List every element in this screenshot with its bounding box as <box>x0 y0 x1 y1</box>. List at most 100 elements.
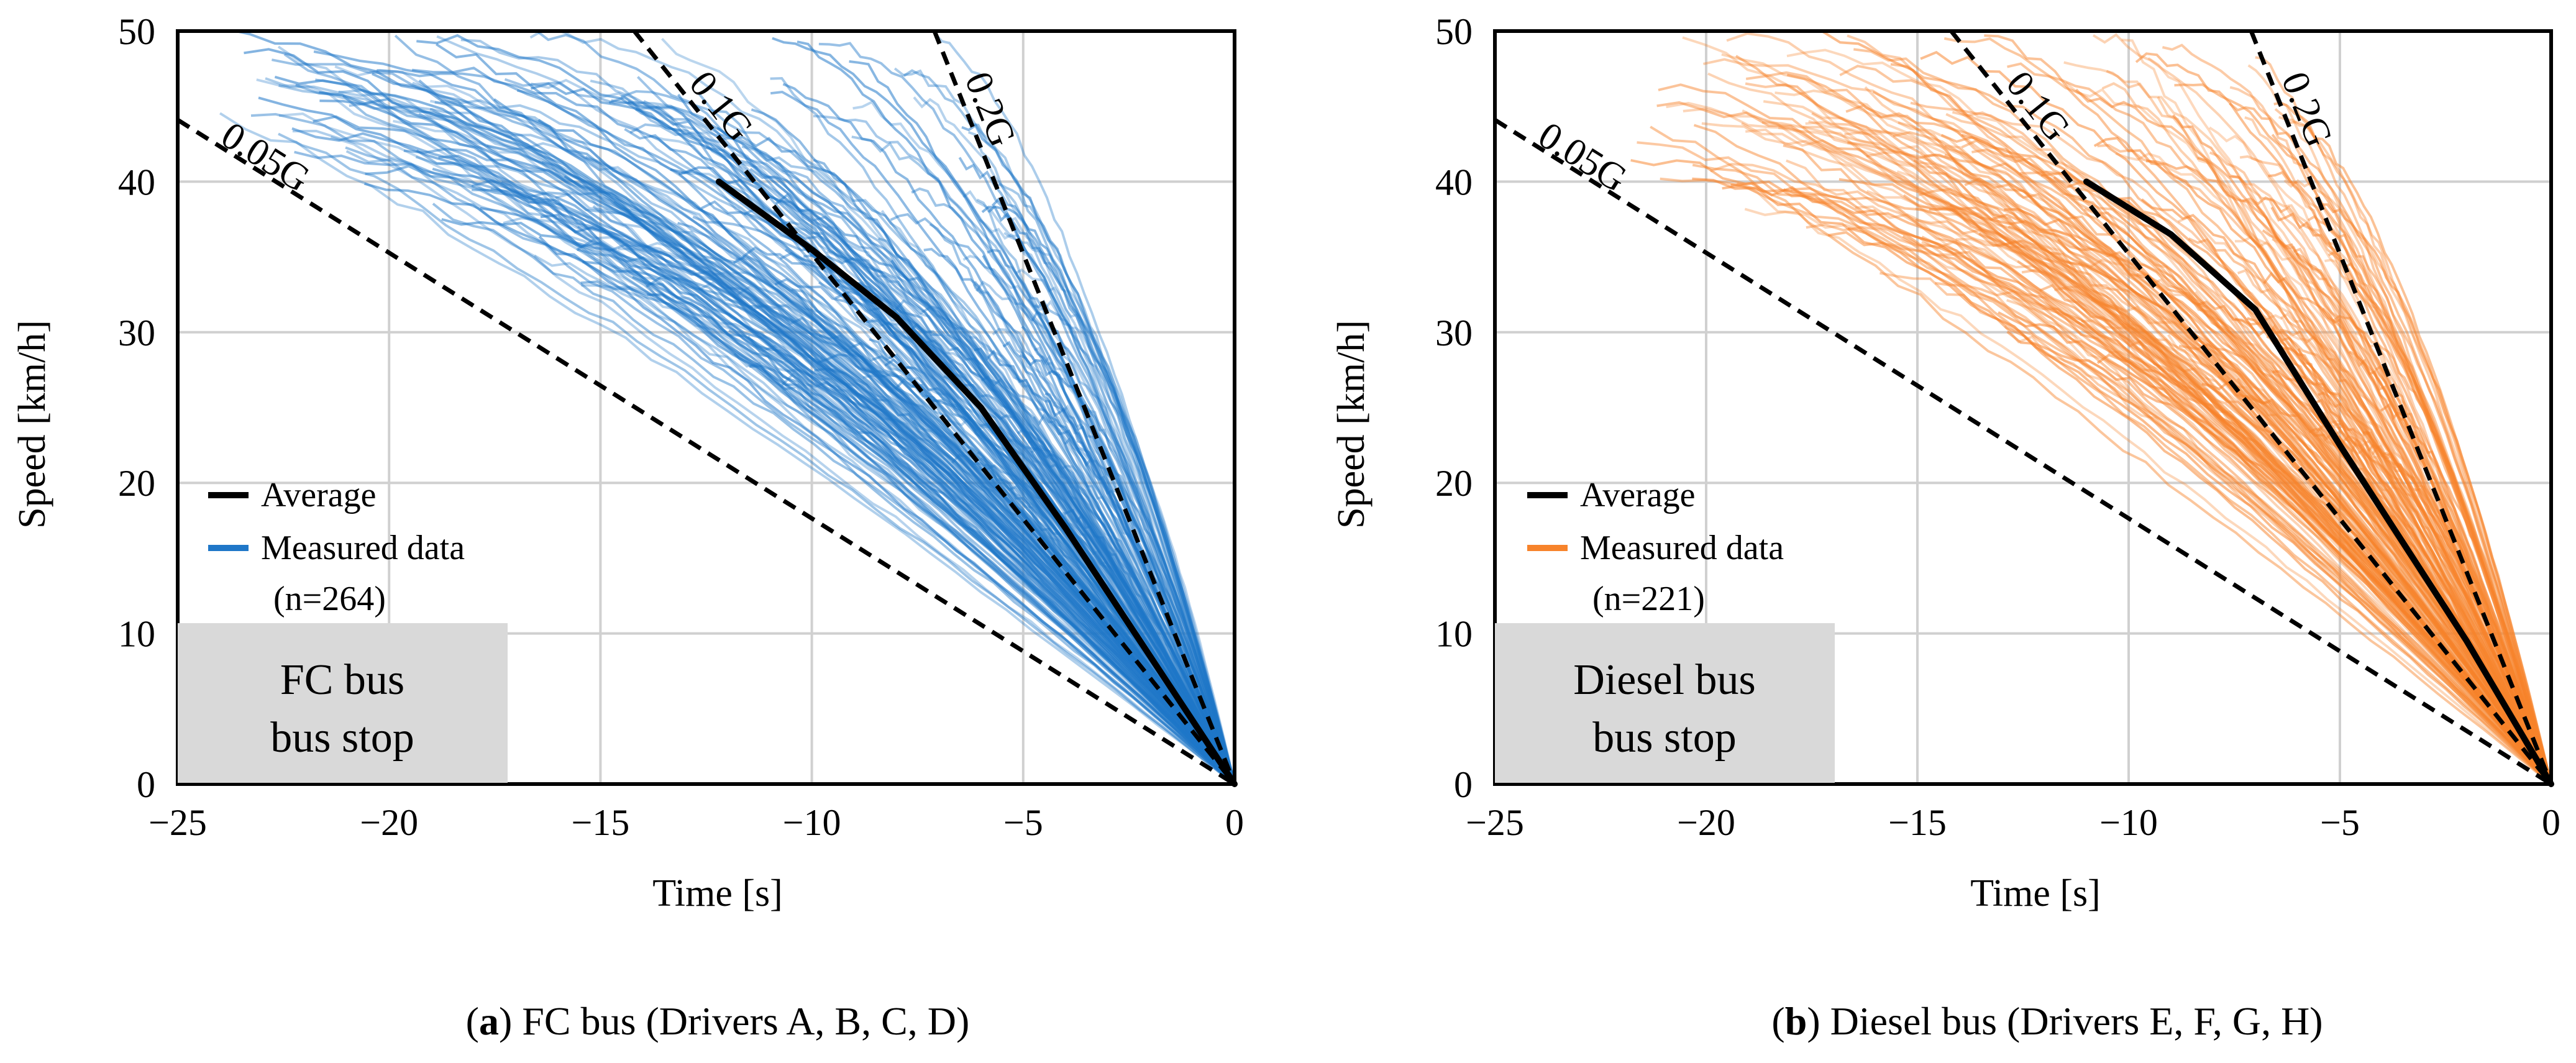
measured-trace <box>1847 34 2551 784</box>
caption-b: (b) Diesel bus (Drivers E, F, G, H) <box>1771 999 2323 1043</box>
measured-trace <box>1790 187 2551 784</box>
measured-trace <box>2118 333 2551 784</box>
x-tick-label: 0 <box>1225 802 1244 843</box>
measured-trace <box>1726 32 2551 784</box>
legend-average-label-b: Average <box>1580 476 1696 514</box>
measured-trace <box>377 69 1235 784</box>
y-axis-title-a: Speed [km/h] <box>11 320 53 529</box>
measured-trace <box>2065 81 2551 784</box>
measured-trace <box>1745 128 2551 784</box>
measured-trace <box>2234 317 2551 784</box>
x-tick-label: −20 <box>360 802 418 843</box>
measured-trace <box>372 72 1235 784</box>
measured-trace <box>1031 310 1235 784</box>
average-series-b <box>2083 178 2554 787</box>
legend-n-label-a: (n=264) <box>273 580 386 618</box>
plot-border <box>176 29 1236 786</box>
measured-trace <box>1921 235 2551 784</box>
measured-trace <box>2097 144 2551 784</box>
measured-trace <box>890 212 1235 784</box>
measured-trace <box>1955 237 2551 784</box>
measured-trace <box>962 255 1235 784</box>
y-tick-label: 10 <box>1435 614 1473 655</box>
measured-trace <box>436 35 1235 784</box>
measured-trace <box>2349 350 2551 784</box>
measured-trace <box>538 235 1235 784</box>
measured-trace <box>851 135 1235 784</box>
measured-trace <box>742 246 1235 784</box>
measured-trace <box>1015 268 1235 784</box>
measured-trace <box>870 317 1235 784</box>
measured-trace <box>797 40 1235 784</box>
measured-trace <box>432 203 1235 784</box>
measured-trace <box>490 188 1235 784</box>
measured-trace <box>981 206 1235 784</box>
measured-trace <box>629 123 1235 784</box>
reference-lines-a <box>178 31 1235 784</box>
measured-trace <box>2145 160 2551 784</box>
measured-trace <box>2247 317 2551 784</box>
measured-trace <box>294 150 1235 784</box>
measured-trace <box>2332 314 2551 784</box>
measured-trace <box>1921 240 2551 784</box>
caption-a: (a) FC bus (Drivers A, B, C, D) <box>466 999 970 1043</box>
measured-trace <box>692 216 1235 784</box>
measured-trace <box>2167 334 2551 784</box>
measured-trace <box>1918 188 2551 784</box>
measured-trace <box>2367 444 2551 784</box>
panel-a: −25 −20 −15 −10 −5 0 0 10 20 30 40 50 Time [s] Spe… <box>11 11 1244 1043</box>
measured-trace <box>1033 413 1235 784</box>
measured-trace <box>775 193 1235 784</box>
measured-trace <box>1929 206 2551 784</box>
measured-trace <box>1839 65 2551 784</box>
measured-trace <box>2314 196 2551 784</box>
measured-trace <box>1003 213 1235 784</box>
measured-trace <box>292 129 1235 784</box>
measured-trace <box>1707 72 2551 784</box>
measured-trace <box>661 38 1235 784</box>
measured-trace <box>2157 96 2551 784</box>
measured-trace <box>929 223 1235 784</box>
measured-trace <box>1961 134 2551 784</box>
measured-trace <box>1821 31 2551 784</box>
condition-box-b: Diesel bus bus stop <box>1495 623 1835 783</box>
measured-trace <box>1944 144 2551 784</box>
x-tick-label: −15 <box>571 802 629 843</box>
measured-trace <box>943 375 1235 784</box>
measured-trace <box>1935 281 2551 784</box>
measured-trace <box>1805 121 2551 784</box>
measured-trace <box>908 322 1235 784</box>
measured-trace <box>219 112 1235 784</box>
measured-trace <box>2006 299 2551 784</box>
reference-line-01G <box>633 31 1235 784</box>
measured-trace <box>1660 177 2551 784</box>
measured-trace <box>265 77 1235 784</box>
plot-frame-a <box>176 29 1236 786</box>
reference-line-005G <box>178 118 1235 784</box>
caption-letter-b: b <box>1785 999 1807 1043</box>
measured-trace <box>493 98 1235 784</box>
measured-trace <box>1864 86 2551 784</box>
measured-trace <box>826 225 1235 784</box>
caption-letter-a: a <box>479 999 499 1043</box>
measured-trace <box>611 99 1235 784</box>
measured-trace <box>1971 148 2551 784</box>
measured-trace <box>1735 55 2551 784</box>
measured-trace <box>480 207 1235 784</box>
condition-box-line1-b: Diesel bus <box>1573 656 1756 704</box>
measured-trace <box>434 101 1235 784</box>
measured-trace <box>751 108 1235 784</box>
y-tick-label: 40 <box>118 162 155 203</box>
measured-trace <box>1044 399 1235 784</box>
measured-trace <box>1847 141 2551 784</box>
x-tick-label: −10 <box>783 802 841 843</box>
measured-trace <box>415 155 1235 784</box>
measured-trace <box>826 250 1235 784</box>
measured-trace <box>1872 91 2551 784</box>
measured-trace <box>2327 250 2551 784</box>
measured-trace <box>1847 227 2551 784</box>
measured-trace <box>770 90 1235 784</box>
condition-box-a: FC bus bus stop <box>178 623 508 783</box>
measured-trace <box>576 239 1235 784</box>
measured-trace <box>230 31 1235 784</box>
